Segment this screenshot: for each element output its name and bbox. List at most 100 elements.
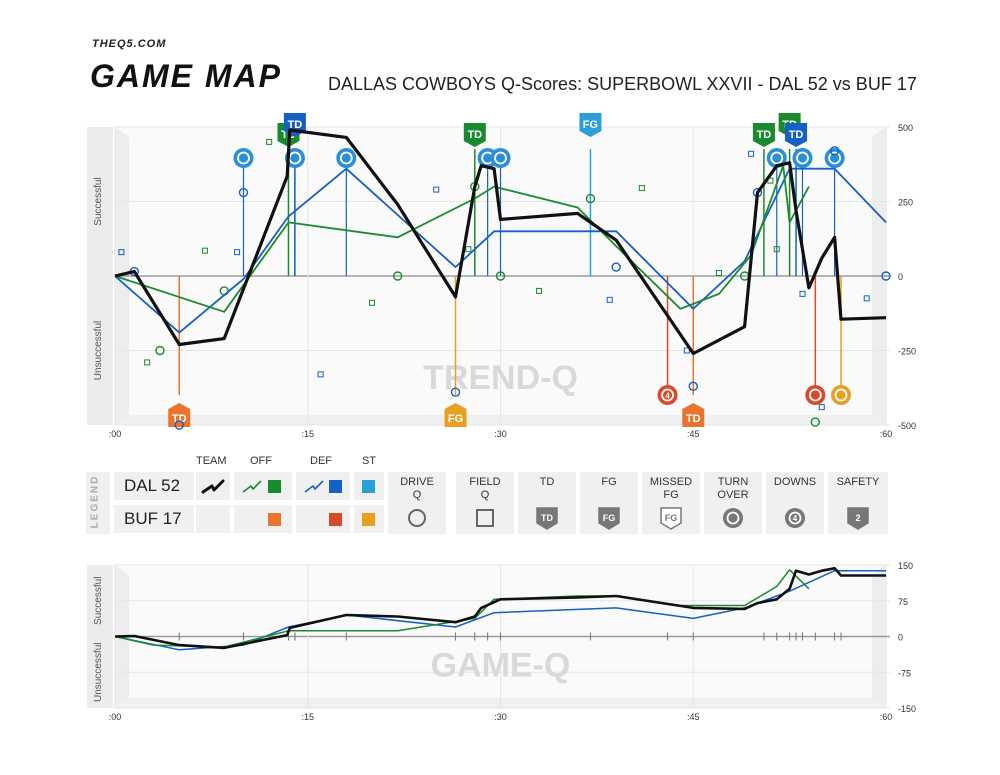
drive-q-point (810, 417, 821, 427)
turnover-icon-ring (770, 151, 784, 165)
legend-header-off: OFF (250, 455, 272, 467)
icon-ring (788, 511, 802, 525)
field-q-point (638, 185, 645, 192)
drive-q-point (238, 187, 249, 198)
legend-header-st: ST (361, 455, 377, 467)
field-q-point (748, 150, 755, 157)
turnover-icon (233, 148, 254, 168)
x-tick-label: :45 (687, 429, 700, 439)
turnover-icon (490, 148, 511, 168)
event-marker-fg-shape (444, 403, 467, 427)
legend: LEGEND TEAM OFF DEF ST DAL 52 BUF 17 DRI… (86, 455, 888, 538)
legend-symbol-safety-shield: SAFETY 2 (828, 472, 888, 534)
field-q-point (266, 138, 273, 145)
circle-outline-shape (408, 509, 426, 527)
turnover-icon (336, 148, 357, 168)
legend-dal-st-cell (354, 472, 384, 500)
site-brand: THEQ5.COM (92, 38, 167, 50)
field-q-point (818, 404, 825, 411)
event-marker-downs-disc (657, 385, 678, 405)
legend-symbol-downs-arrows: DOWNS 4 (766, 472, 824, 534)
event-marker-turnover-ring (808, 388, 822, 402)
field-q-point (536, 287, 543, 294)
icon-badge: FG (665, 513, 678, 523)
icon-shield (660, 507, 682, 530)
turnover-icon-disc (490, 148, 511, 168)
turnover-arrows-icon (723, 508, 743, 528)
x-tick-label: :60 (880, 429, 893, 439)
icon-disc (723, 508, 743, 528)
legend-symbol-label: SAFETY (836, 476, 880, 488)
turnover-icon-ring (796, 151, 809, 165)
legend-symbol-fg-shield: FG FG (580, 472, 638, 534)
icon-shield (598, 507, 620, 530)
event-marker-td-text: TD (172, 413, 187, 425)
legend-symbol-label: FG (601, 476, 617, 488)
event-marker-td: TD (168, 403, 191, 427)
turnover-icon (824, 148, 845, 168)
y-tick-label: 250 (898, 198, 913, 208)
field-q-point (201, 247, 208, 254)
turnover-icon-ring (494, 151, 507, 165)
fg-shield-icon: FG (598, 507, 620, 530)
turnover-icon-ring (828, 151, 841, 165)
safety-shield-icon: 2 (847, 507, 869, 530)
legend-symbol-turnover-arrows: TURN OVER (704, 472, 762, 534)
legend-header-team: TEAM (196, 455, 227, 467)
legend-dal-team-cell (196, 472, 230, 500)
drive-q-point (174, 420, 184, 430)
icon-badge: FG (603, 513, 616, 523)
x-tick-label: :15 (301, 429, 314, 439)
td-shield-icon: TD (536, 507, 558, 530)
unsuccessful-band (87, 276, 113, 425)
legend-dal-off-cell (234, 472, 292, 500)
event-marker-td: TD (785, 123, 808, 147)
legend-symbol-missed-fg-shield: MISSED FG FG (642, 472, 700, 534)
legend-buf-team-cell (196, 505, 230, 533)
icon-disc (785, 508, 805, 528)
drive-q-point (450, 387, 461, 397)
y-label-unsuccessful: Unsuccessful (93, 321, 104, 380)
y-tick-label: 500 (898, 123, 913, 133)
event-marker-td-shape (682, 403, 705, 427)
event-marker-td-shape (785, 123, 808, 147)
legend-buf-def-cell (296, 505, 350, 533)
y-label-successful: Successful (93, 177, 104, 225)
chart-title: DALLAS COWBOYS Q-Scores: SUPERBOWL XXVII… (328, 74, 917, 94)
event-marker-td-text: TD (467, 129, 482, 141)
legend-buf-off-cell (234, 505, 292, 533)
event-marker-td-text: TD (789, 129, 804, 141)
legend-dal-def-cell (296, 472, 350, 500)
legend-symbol-label: MISSED FG (649, 476, 693, 501)
event-marker-td-text: TD (288, 119, 303, 131)
field-q-point (606, 296, 613, 303)
watermark: TREND-Q (423, 359, 578, 397)
circle-outline-icon (408, 509, 426, 527)
legend-symbol-label: DOWNS (773, 476, 817, 488)
square-outline-icon (476, 509, 494, 527)
event-marker-turnover-disc (805, 385, 826, 405)
legend-symbol-square-outline: FIELD Q (456, 472, 514, 534)
event-marker-fg-text: FG (583, 119, 598, 131)
legend-symbol-td-shield: TD TD (518, 472, 576, 534)
legend-side-label: LEGEND (86, 472, 110, 534)
field-q-point (118, 249, 125, 256)
icon-badge: TD (541, 513, 553, 523)
event-marker-td-shape (752, 123, 775, 147)
drive-q-point (829, 146, 840, 156)
drive-q-point (585, 193, 596, 204)
turnover-icon-ring (339, 151, 353, 165)
event-marker-td: TD (463, 123, 486, 147)
drive-q-point (611, 262, 621, 272)
legend-header-def: DEF (310, 455, 332, 467)
icon-badge: 4 (793, 514, 798, 523)
y-tick-label: -500 (898, 421, 916, 431)
successful-band (87, 127, 113, 276)
icon-badge: 2 (855, 513, 860, 523)
turnover-icon-disc (792, 148, 813, 168)
field-q-point (369, 299, 375, 306)
y-tick-label: 0 (898, 272, 903, 282)
field-q-point (317, 371, 324, 378)
field-q-point (234, 249, 241, 256)
